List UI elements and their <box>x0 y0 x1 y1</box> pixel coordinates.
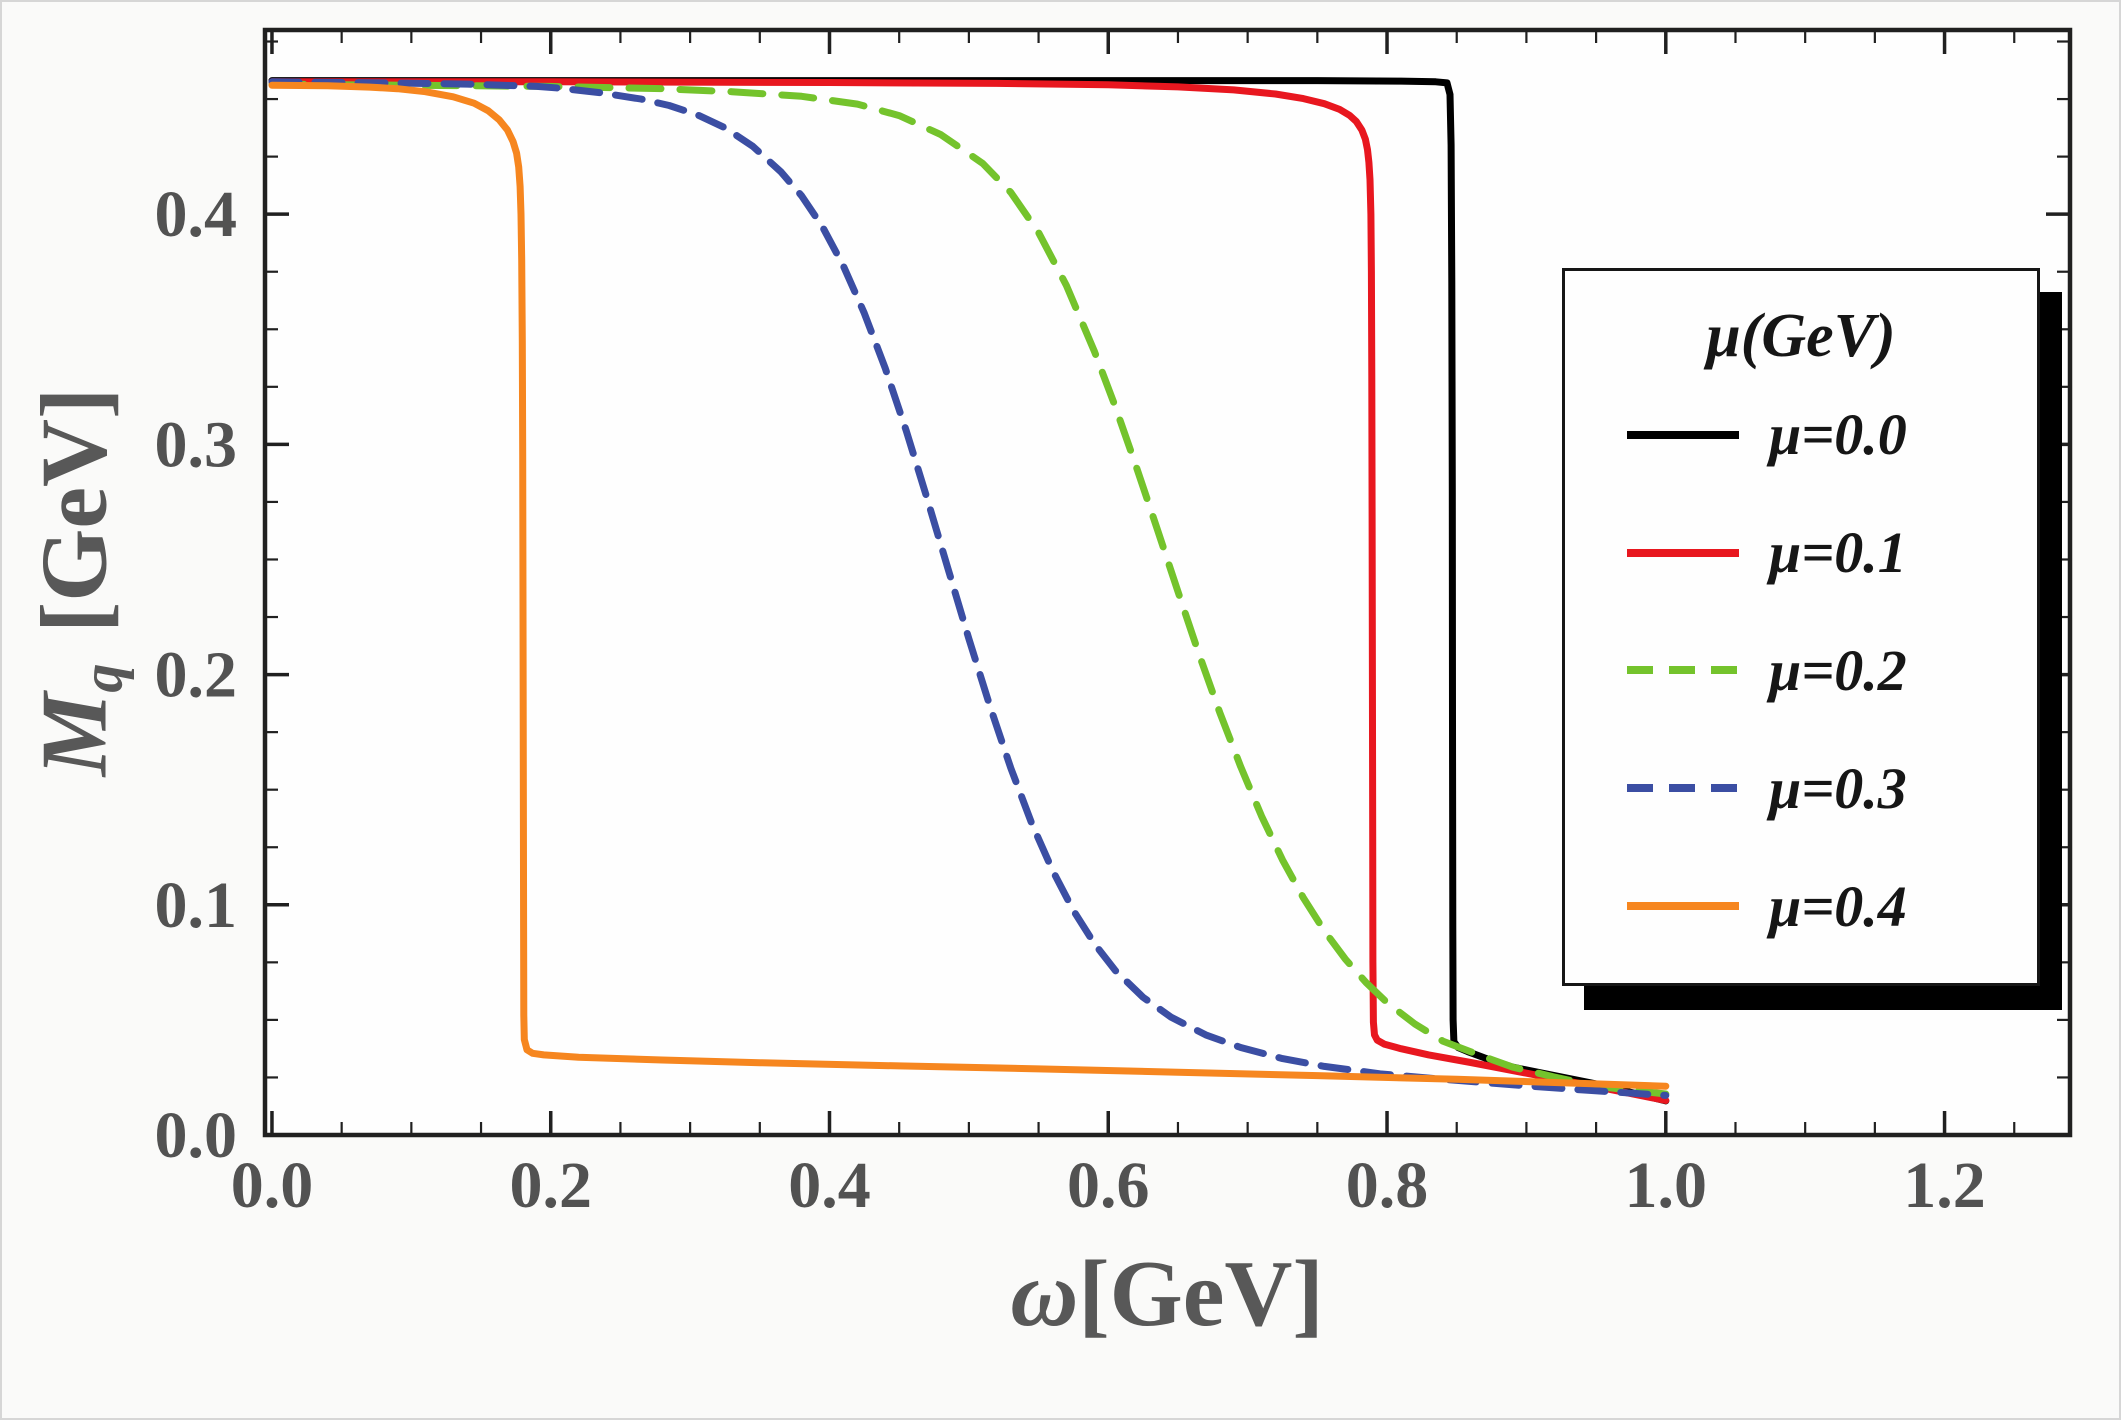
legend-swatch <box>1627 548 1739 557</box>
y-tick-label: 0.3 <box>155 408 238 481</box>
xlabel-unit: [GeV] <box>1078 1242 1324 1346</box>
legend-entry: μ=0.0 <box>1575 376 2027 494</box>
series-mu-0.4 <box>268 81 1670 1090</box>
legend-entry-label: μ=0.1 <box>1769 520 1907 586</box>
x-tick-label: 0.2 <box>509 1149 592 1222</box>
series-mu-0.3 <box>268 78 1670 1099</box>
legend-entry: μ=0.1 <box>1575 494 2027 612</box>
legend-swatch <box>1627 784 1739 793</box>
x-tick-label: 0.6 <box>1067 1149 1150 1222</box>
legend: μ(GeV) μ=0.0 μ=0.1 μ=0.2 μ=0.3 μ=0.4 <box>1562 268 2040 986</box>
x-tick-label: 1.0 <box>1625 1149 1708 1222</box>
legend-entry-label: μ=0.0 <box>1769 402 1907 468</box>
legend-swatch <box>1627 430 1739 439</box>
legend-title: μ(GeV) <box>1706 302 1896 370</box>
legend-entry: μ=0.4 <box>1575 847 2027 965</box>
plot-frame <box>262 27 2073 1138</box>
x-tick-label: 1.2 <box>1903 1149 1986 1222</box>
x-tick-label: 0.8 <box>1346 1149 1429 1222</box>
x-tick-label: 0.0 <box>231 1149 314 1222</box>
x-axis-label: ω[GeV] <box>1010 1240 1323 1348</box>
xlabel-symbol: ω <box>1010 1242 1079 1346</box>
ylabel-subscript: q <box>69 663 135 693</box>
y-tick-label: 0.2 <box>155 639 238 712</box>
series-mu-0.1 <box>268 78 1670 1104</box>
legend-swatch <box>1627 666 1739 675</box>
y-tick-label: 0.4 <box>155 178 238 251</box>
ylabel-unit: [GeV] <box>22 387 127 657</box>
legend-entries: μ=0.0 μ=0.1 μ=0.2 μ=0.3 μ=0.4 <box>1575 376 2027 965</box>
series-mu-0.2 <box>268 80 1670 1098</box>
legend-swatch <box>1627 902 1739 911</box>
x-tick-label: 0.4 <box>788 1149 871 1222</box>
legend-entry: μ=0.2 <box>1575 612 2027 730</box>
ylabel-symbol: M <box>22 692 127 777</box>
legend-entry: μ=0.3 <box>1575 729 2027 847</box>
legend-entry-label: μ=0.3 <box>1769 755 1907 821</box>
legend-entry-label: μ=0.2 <box>1769 637 1907 703</box>
y-tick-label: 0.0 <box>155 1099 238 1172</box>
legend-entry-label: μ=0.4 <box>1769 873 1907 939</box>
y-tick-label: 0.1 <box>155 869 238 942</box>
y-axis-label: Mq [GeV] <box>20 388 135 777</box>
